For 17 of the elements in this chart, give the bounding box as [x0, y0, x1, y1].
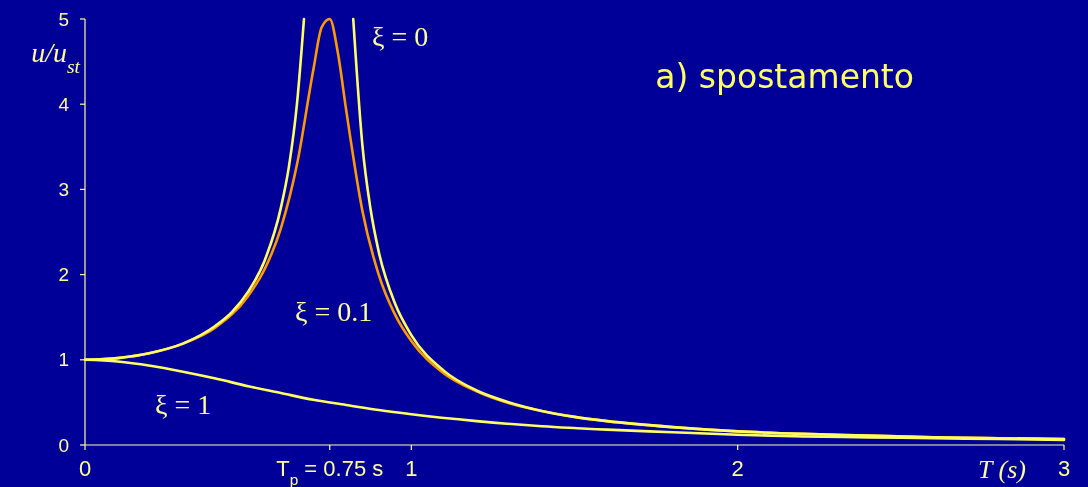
y-tick-label: 2	[58, 264, 69, 286]
y-tick-label: 1	[58, 349, 69, 371]
x-tick-label: 1	[405, 456, 418, 481]
y-axis-title: u/u$_{st}$	[31, 37, 81, 77]
y-tick-label: 4	[58, 93, 70, 115]
x-tick-label: 2	[731, 456, 744, 481]
y-tick-label: 3	[58, 179, 69, 201]
x-tick-label: 0	[78, 456, 92, 481]
y-tick-label: 0	[58, 434, 69, 456]
text: a) spostamento	[655, 57, 914, 96]
x-tick-label: T$_{p}$ = 0.75 s	[276, 456, 384, 487]
x-tick-label: 3	[1057, 456, 1071, 481]
series-label: ξ = 0	[372, 20, 429, 52]
series-label: ξ = 0.1	[295, 295, 373, 327]
y-tick-label: 5	[58, 8, 69, 30]
series-label: ξ = 1	[155, 388, 212, 420]
x-axis-title: T (s)	[978, 455, 1026, 484]
